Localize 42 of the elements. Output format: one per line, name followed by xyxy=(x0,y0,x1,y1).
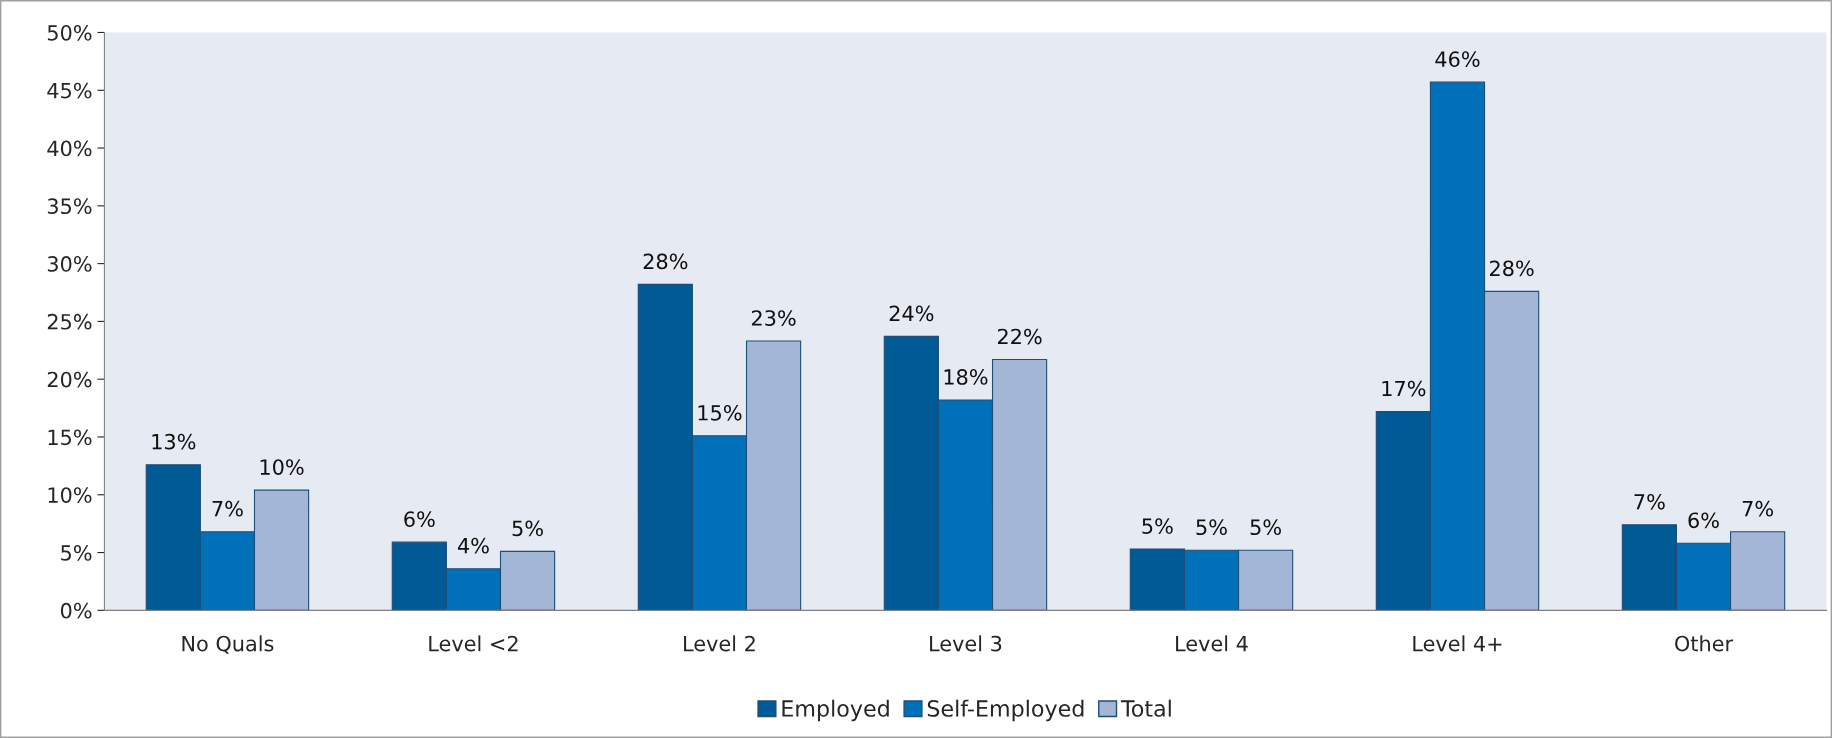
data-label: 18% xyxy=(944,369,988,385)
data-label: 7% xyxy=(212,500,243,517)
y-tick-label: 30% xyxy=(47,256,92,272)
y-tick-label: 0% xyxy=(60,602,92,619)
data-label: 24% xyxy=(889,305,934,322)
data-label: 13% xyxy=(152,433,196,450)
x-tick-label: Other xyxy=(1675,635,1734,652)
data-label: 28% xyxy=(643,253,688,270)
data-label: 23% xyxy=(751,310,796,326)
data-label: 5% xyxy=(1142,518,1173,534)
data-label: 7% xyxy=(1634,493,1665,510)
y-tick-label: 50% xyxy=(47,24,92,41)
data-label: 6% xyxy=(1688,512,1719,529)
y-tick-label: 35% xyxy=(47,198,92,215)
legend-label: Self-Employed xyxy=(927,699,1084,722)
y-tick-label: 45% xyxy=(47,82,92,99)
y-tick-label: 15% xyxy=(48,429,92,446)
data-label: 22% xyxy=(997,328,1042,345)
data-label: 7% xyxy=(1742,500,1773,517)
x-tick-label: Level <2 xyxy=(429,635,518,652)
data-label: 5% xyxy=(1250,519,1281,536)
y-tick-label: 25% xyxy=(47,313,92,330)
data-label: 6% xyxy=(404,511,435,527)
x-tick-label: Level 3 xyxy=(930,635,1002,652)
legend-label: Employed xyxy=(782,699,889,722)
data-label: 46% xyxy=(1435,51,1480,68)
y-tick-label: 40% xyxy=(47,140,92,157)
data-label: 5% xyxy=(512,520,543,537)
x-tick-label: No Quals xyxy=(182,635,274,654)
legend-label: Total xyxy=(1120,699,1171,717)
data-label: 28% xyxy=(1489,260,1534,277)
y-tick-label: 5% xyxy=(61,544,92,561)
data-label: 4% xyxy=(457,537,489,554)
x-tick-label: Level 4+ xyxy=(1413,635,1502,652)
data-label: 10% xyxy=(260,459,304,475)
data-label: 5% xyxy=(1196,519,1227,536)
x-tick-label: Level 2 xyxy=(684,635,755,652)
y-tick-label: 20% xyxy=(47,371,92,388)
y-tick-label: 10% xyxy=(48,487,92,503)
data-label: 15% xyxy=(698,404,742,421)
x-tick-label: Level 4 xyxy=(1176,635,1248,652)
data-label: 17% xyxy=(1382,380,1426,397)
